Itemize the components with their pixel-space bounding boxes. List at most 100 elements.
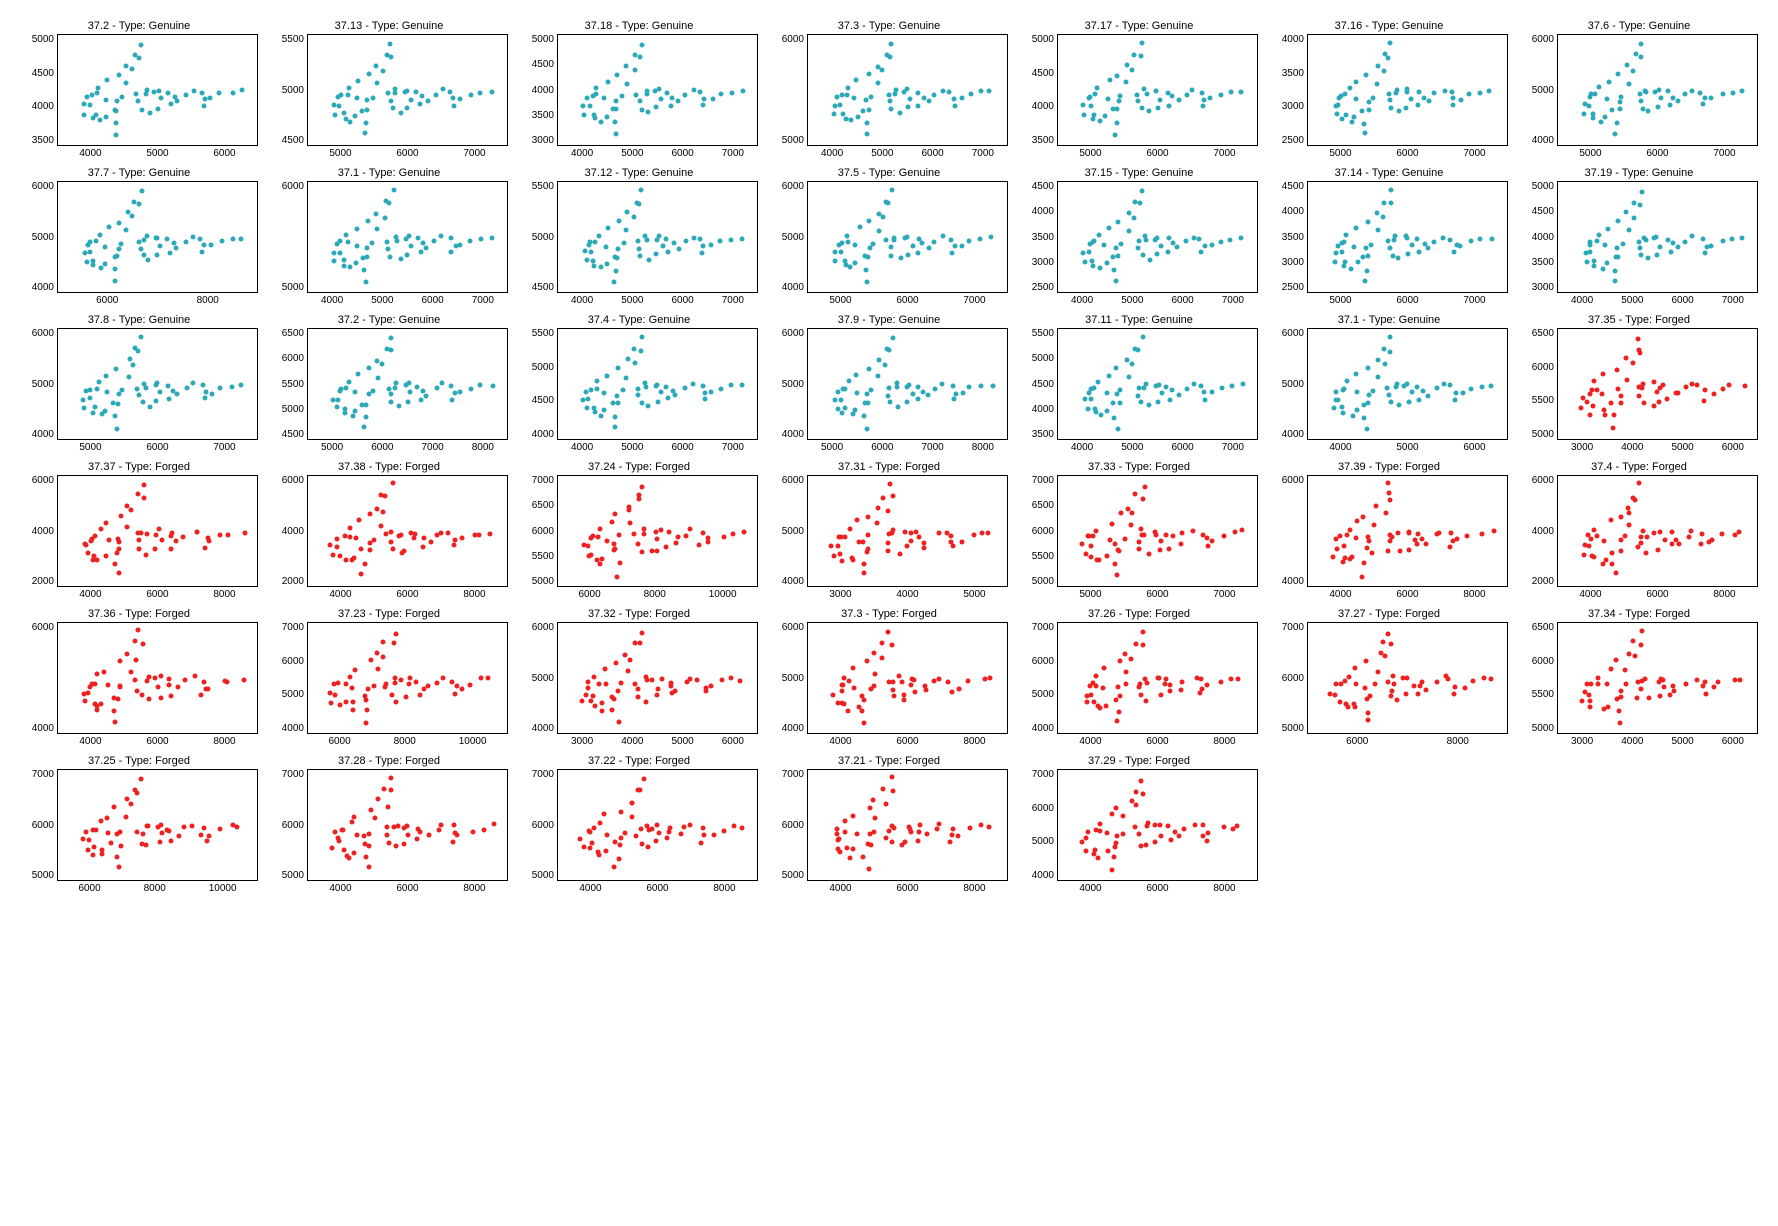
scatter-point xyxy=(239,236,244,241)
scatter-point xyxy=(130,67,135,72)
scatter-point xyxy=(1114,246,1119,251)
scatter-point xyxy=(673,392,678,397)
scatter-point xyxy=(1445,676,1450,681)
scatter-point xyxy=(391,641,396,646)
scatter-point xyxy=(616,857,621,862)
scatter-point xyxy=(167,828,172,833)
scatter-point xyxy=(104,520,109,525)
scatter-point xyxy=(1342,387,1347,392)
scatter-point xyxy=(1611,426,1616,431)
scatter-point xyxy=(603,849,608,854)
scatter-point xyxy=(114,133,119,138)
scatter-point xyxy=(862,720,867,725)
scatter-point xyxy=(1612,412,1617,417)
scatter-point xyxy=(1124,681,1129,686)
scatter-point xyxy=(372,538,377,543)
scatter-point xyxy=(1140,105,1145,110)
scatter-point xyxy=(1139,54,1144,59)
x-axis-ticks: 4000500060007000 xyxy=(807,146,1008,159)
y-tick-label: 4500 xyxy=(1032,68,1054,79)
scatter-point xyxy=(138,42,143,47)
scatter-panel: 37.1 - Type: Genuine60005000400040005000… xyxy=(1270,314,1508,453)
scatter-point xyxy=(94,239,99,244)
scatter-point xyxy=(1382,361,1387,366)
scatter-point xyxy=(1171,534,1176,539)
scatter-point xyxy=(638,254,643,259)
scatter-point xyxy=(183,240,188,245)
scatter-point xyxy=(441,675,446,680)
scatter-point xyxy=(1614,658,1619,663)
scatter-point xyxy=(359,572,364,577)
scatter-point xyxy=(169,839,174,844)
scatter-point xyxy=(585,406,590,411)
scatter-point xyxy=(1627,522,1632,527)
plot-area xyxy=(557,622,758,734)
y-tick-label: 4500 xyxy=(532,395,554,406)
panel-title: 37.39 - Type: Forged xyxy=(1270,461,1508,473)
scatter-panel: 37.21 - Type: Forged70006000500040006000… xyxy=(770,755,1008,894)
scatter-point xyxy=(140,692,145,697)
scatter-point xyxy=(168,693,173,698)
scatter-point xyxy=(1334,536,1339,541)
scatter-point xyxy=(1451,96,1456,101)
panel-title: 37.2 - Type: Genuine xyxy=(20,20,258,32)
scatter-point xyxy=(337,251,342,256)
scatter-point xyxy=(1084,551,1089,556)
scatter-point xyxy=(1709,538,1714,543)
scatter-point xyxy=(118,685,123,690)
scatter-point xyxy=(633,92,638,97)
scatter-point xyxy=(625,357,630,362)
scatter-point xyxy=(1143,485,1148,490)
x-axis-ticks: 400060008000 xyxy=(307,881,508,894)
scatter-point xyxy=(1380,215,1385,220)
scatter-point xyxy=(887,98,892,103)
scatter-point xyxy=(1085,534,1090,539)
x-tick-label: 8000 xyxy=(1213,883,1235,894)
scatter-point xyxy=(1359,574,1364,579)
y-tick-label: 5000 xyxy=(282,404,304,415)
scatter-point xyxy=(739,236,744,241)
x-axis-ticks: 500060007000 xyxy=(1307,146,1508,159)
scatter-point xyxy=(629,801,634,806)
scatter-point xyxy=(1083,260,1088,265)
y-tick-label: 3500 xyxy=(1032,232,1054,243)
x-tick-label: 4000 xyxy=(571,148,593,159)
scatter-point xyxy=(1631,360,1636,365)
scatter-point xyxy=(740,88,745,93)
scatter-point xyxy=(1124,80,1129,85)
scatter-point xyxy=(600,708,605,713)
scatter-point xyxy=(1655,547,1660,552)
x-axis-ticks: 4000500060007000 xyxy=(1057,293,1258,306)
scatter-point xyxy=(848,265,853,270)
scatter-point xyxy=(839,682,844,687)
panel-title: 37.24 - Type: Forged xyxy=(520,461,758,473)
scatter-point xyxy=(1618,549,1623,554)
scatter-point xyxy=(1140,791,1145,796)
scatter-point xyxy=(1136,546,1141,551)
scatter-point xyxy=(392,386,397,391)
scatter-point xyxy=(618,810,623,815)
scatter-point xyxy=(580,397,585,402)
scatter-point xyxy=(865,132,870,137)
scatter-point xyxy=(1222,534,1227,539)
scatter-point xyxy=(865,426,870,431)
scatter-point xyxy=(1113,562,1118,567)
scatter-point xyxy=(909,682,914,687)
scatter-point xyxy=(590,258,595,263)
panel-title: 37.32 - Type: Forged xyxy=(520,608,758,620)
scatter-point xyxy=(1235,823,1240,828)
x-tick-label: 5000 xyxy=(621,148,643,159)
scatter-point xyxy=(1093,673,1098,678)
scatter-point xyxy=(439,234,444,239)
scatter-point xyxy=(102,669,107,674)
scatter-point xyxy=(467,682,472,687)
x-tick-label: 6000 xyxy=(1722,442,1744,453)
scatter-point xyxy=(375,375,380,380)
scatter-point xyxy=(199,90,204,95)
scatter-point xyxy=(399,678,404,683)
scatter-point xyxy=(594,92,599,97)
scatter-point xyxy=(1181,827,1186,832)
scatter-point xyxy=(1129,362,1134,367)
scatter-point xyxy=(1623,533,1628,538)
scatter-point xyxy=(1623,682,1628,687)
